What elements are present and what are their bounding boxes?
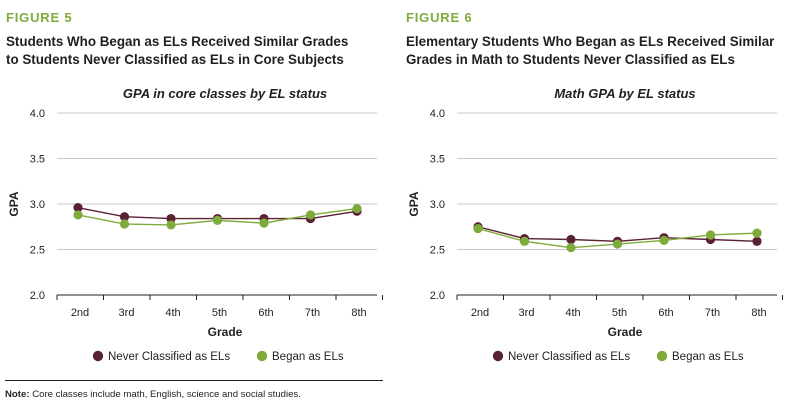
never-data-point: [166, 213, 176, 224]
y-tick-label: 3.5: [430, 154, 445, 166]
began-data-point: [212, 215, 223, 225]
y-tick-label: 3.5: [30, 154, 45, 166]
figure-6-panel: FIGURE 6 Elementary Students Who Began a…: [400, 0, 790, 375]
began-data-point: [566, 243, 576, 253]
began-data-point: [119, 219, 130, 229]
never-data-point: [566, 234, 576, 245]
y-tick-label: 2.0: [30, 290, 45, 302]
began-data-point: [473, 223, 483, 234]
figure-title: Students Who Began as ELs Received Simil…: [6, 33, 398, 69]
x-tick-label: 8th: [351, 307, 366, 319]
began-data-point: [612, 239, 623, 249]
x-tick-label: 5th: [212, 307, 227, 319]
figure-label: FIGURE 6: [406, 10, 473, 25]
began-data-point: [259, 218, 269, 228]
x-tick-label: 5th: [612, 307, 627, 319]
began-data-point: [166, 220, 176, 230]
figure-title-line-1: Elementary Students Who Began as ELs Rec…: [406, 34, 775, 49]
never-legend-marker: [492, 350, 504, 362]
never-legend-label: Never Classified as ELs: [108, 351, 230, 363]
math-gpa-chart: Math GPA by EL status 2.0 2.5 3.0 3.5 4.0 2nd 3…: [407, 86, 783, 363]
never-legend-label: Never Classified as ELs: [508, 351, 630, 363]
footnote: Note: Core classes include math, English…: [5, 389, 301, 400]
began-legend-label: Began as ELs: [272, 351, 344, 363]
began-data-point: [305, 210, 316, 220]
y-tick-label: 3.0: [30, 199, 45, 211]
y-tick-label: 3.0: [430, 199, 445, 211]
figure-title: Elementary Students Who Began as ELs Rec…: [406, 33, 798, 69]
x-axis-title: Grade: [208, 325, 243, 339]
began-legend-marker: [256, 350, 268, 362]
figure-5-panel: FIGURE 5 Students Who Began as ELs Recei…: [0, 0, 390, 375]
figure-title-line-2: to Students Never Classified as ELs in C…: [6, 52, 344, 67]
began-data-point: [659, 235, 669, 245]
note-text: Core classes include math, English, scie…: [32, 389, 301, 400]
began-data-point: [73, 210, 83, 220]
y-tick-label: 2.5: [30, 245, 45, 257]
gpa-core-classes-chart: GPA in core classes by EL status 2.0 2.5 3.…: [7, 86, 383, 363]
x-tick-label: 6th: [258, 307, 273, 319]
y-tick-label: 2.0: [430, 290, 445, 302]
x-tick-label: 6th: [658, 307, 673, 319]
figure-label: FIGURE 5: [6, 10, 73, 25]
chart-title: GPA in core classes by EL status: [123, 86, 327, 101]
chart-title: Math GPA by EL status: [554, 86, 695, 101]
never-data-point: [73, 203, 83, 213]
figure-title-line-1: Students Who Began as ELs Received Simil…: [6, 34, 349, 49]
began-data-point: [519, 236, 530, 246]
y-tick-label: 4.0: [430, 108, 445, 120]
never-data-point: [752, 236, 762, 246]
y-axis-title: GPA: [407, 191, 421, 216]
never-data-point: [119, 212, 130, 222]
y-axis-title: GPA: [7, 191, 21, 216]
x-tick-label: 7th: [705, 307, 720, 319]
x-tick-label: 7th: [305, 307, 320, 319]
x-axis-title: Grade: [608, 325, 643, 339]
began-legend-label: Began as ELs: [672, 351, 744, 363]
began-data-point: [705, 230, 716, 240]
x-tick-label: 3rd: [519, 307, 535, 319]
x-tick-label: 8th: [751, 307, 766, 319]
x-tick-label: 3rd: [119, 307, 135, 319]
never-legend-marker: [92, 350, 104, 362]
note-label: Note:: [5, 389, 30, 400]
began-data-point: [752, 228, 762, 238]
x-tick-label: 2nd: [471, 307, 489, 319]
x-tick-label: 4th: [165, 307, 180, 319]
y-tick-label: 4.0: [30, 108, 45, 120]
began-legend-marker: [656, 350, 668, 362]
figure-title-line-2: Grades in Math to Students Never Classif…: [406, 52, 735, 67]
x-tick-label: 2nd: [71, 307, 89, 319]
note-divider: [5, 380, 383, 381]
y-tick-label: 2.5: [430, 245, 445, 257]
x-tick-label: 4th: [565, 307, 580, 319]
began-data-point: [352, 203, 362, 214]
